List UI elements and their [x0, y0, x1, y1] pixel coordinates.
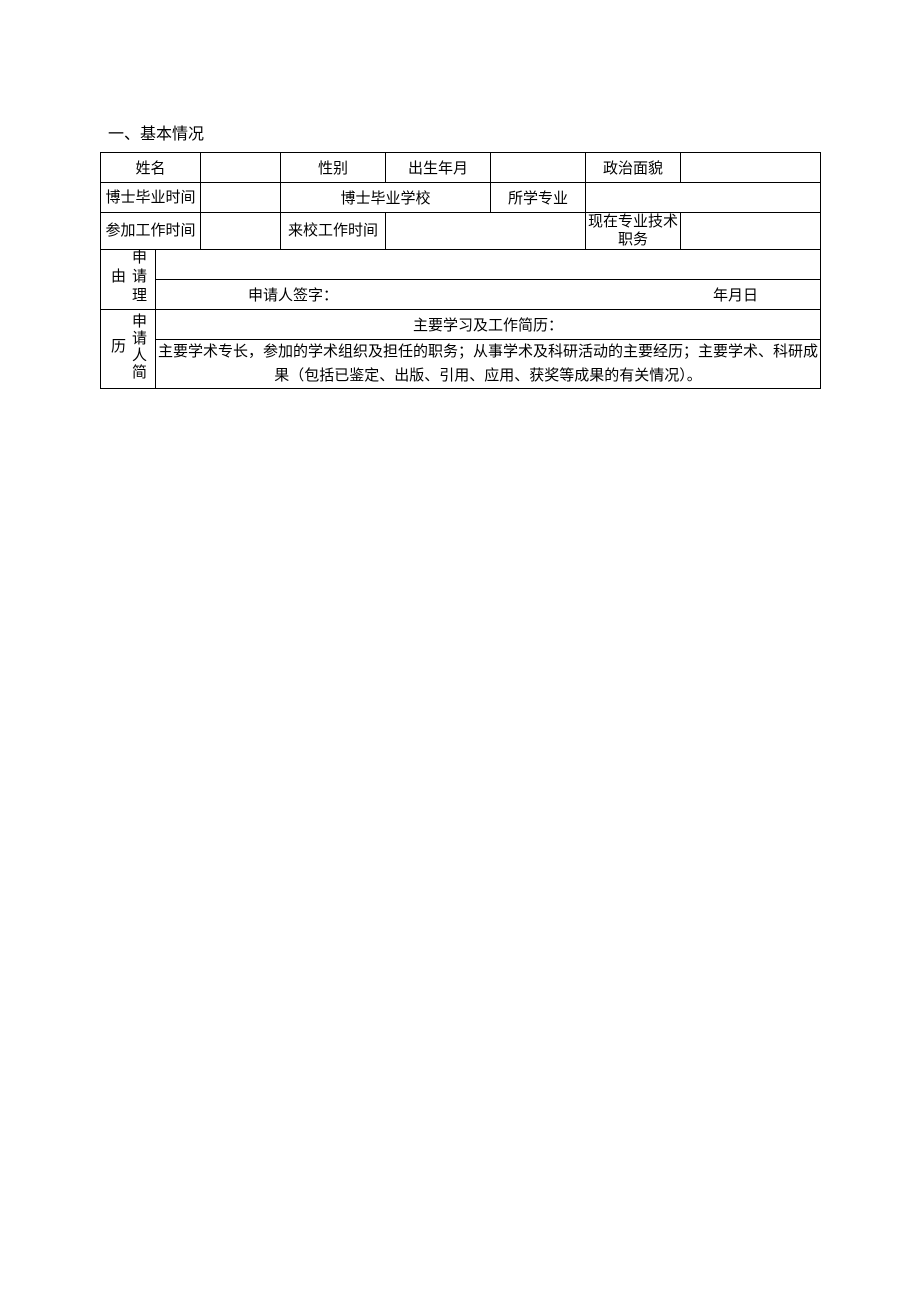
work-time-value — [201, 213, 281, 250]
work-time-label: 参加工作时间 — [101, 213, 201, 250]
phd-school-label: 博士毕业学校 — [281, 183, 491, 213]
current-title-value — [681, 213, 821, 250]
birth-value — [491, 153, 586, 183]
row-reason-body: 申请理由 — [101, 250, 821, 280]
reason-content — [156, 250, 821, 280]
political-value — [681, 153, 821, 183]
page: 一、基本情况 姓名 性别 出生年月 政治面貌 博士毕业时间 博士毕业学校 所学专… — [0, 0, 920, 1301]
reason-sign-cell: 申请人签字： 年月日 — [156, 280, 821, 310]
name-value — [201, 153, 281, 183]
row-basic-2: 博士毕业时间 博士毕业学校 所学专业 — [101, 183, 821, 213]
row-resume-lower: 主要学术专长，参加的学术组织及担任的职务；从事学术及科研活动的主要经历；主要学术… — [101, 340, 821, 389]
resume-lower-content: 主要学术专长，参加的学术组织及担任的职务；从事学术及科研活动的主要经历；主要学术… — [156, 340, 821, 389]
date-label: 年月日 — [713, 284, 818, 305]
name-label: 姓名 — [101, 153, 201, 183]
birth-label: 出生年月 — [386, 153, 491, 183]
gender-label: 性别 — [281, 153, 386, 183]
resume-side-label: 申请人简历 — [101, 310, 156, 389]
current-title-label: 现在专业技术职务 — [586, 213, 681, 250]
sign-label: 申请人签字： — [158, 284, 338, 305]
phd-time-label: 博士毕业时间 — [101, 183, 201, 213]
row-reason-sign: 申请人签字： 年月日 — [101, 280, 821, 310]
resume-upper-content: 主要学习及工作简历： — [156, 310, 821, 340]
political-label: 政治面貌 — [586, 153, 681, 183]
section-title: 一、基本情况 — [100, 120, 820, 144]
row-resume-upper: 申请人简历 主要学习及工作简历： — [101, 310, 821, 340]
school-work-time-label: 来校工作时间 — [281, 213, 386, 250]
phd-time-value — [201, 183, 281, 213]
reason-side-label: 申请理由 — [101, 250, 156, 310]
major-label: 所学专业 — [491, 183, 586, 213]
school-work-time-value — [386, 213, 586, 250]
major-value — [586, 183, 821, 213]
row-basic-3: 参加工作时间 来校工作时间 现在专业技术职务 — [101, 213, 821, 250]
row-basic-1: 姓名 性别 出生年月 政治面貌 — [101, 153, 821, 183]
form-table: 姓名 性别 出生年月 政治面貌 博士毕业时间 博士毕业学校 所学专业 参加工作时… — [100, 152, 821, 389]
